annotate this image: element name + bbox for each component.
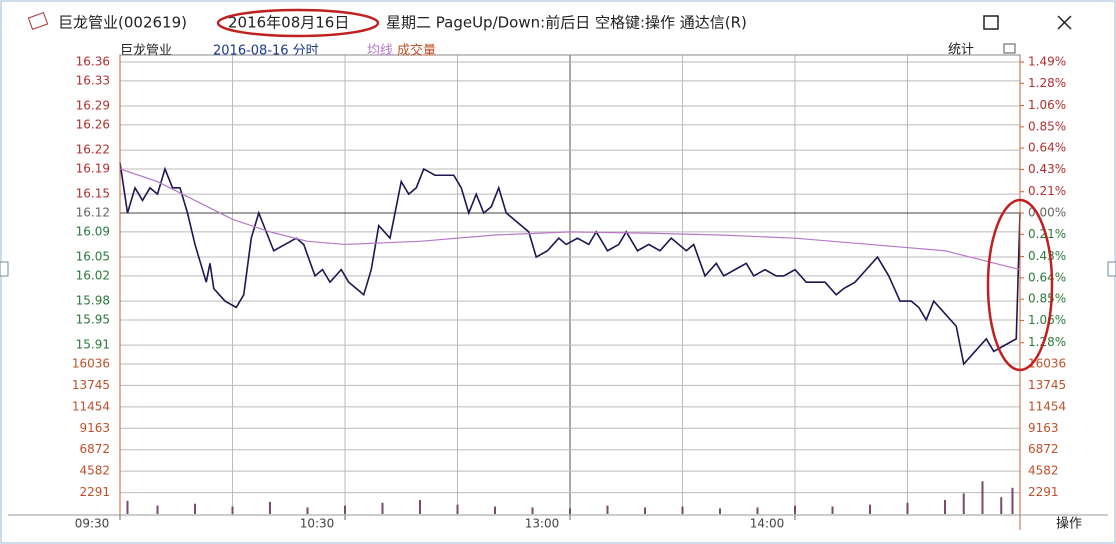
y-tick-label: 16.15 xyxy=(76,187,110,201)
title-stock: 巨龙管业(002619) xyxy=(58,14,187,32)
y-tick-label: 15.98 xyxy=(76,294,110,308)
volume-bar xyxy=(306,507,309,514)
resize-handle[interactable] xyxy=(0,261,9,277)
y-tick-label: 16.33 xyxy=(76,73,110,87)
y2-tick-label: 0.85% xyxy=(1028,292,1066,306)
volume-tick-label: 6872 xyxy=(1028,442,1059,456)
volume-bar xyxy=(231,506,234,514)
title-rest: 星期二 PageUp/Down:前后日 空格键:操作 通达信(R) xyxy=(386,14,747,32)
volume-bar xyxy=(569,508,571,514)
volume-tick-label: 6872 xyxy=(79,442,110,456)
stock-label: 巨龙管业 xyxy=(120,44,172,59)
y2-tick-label: 0.21% xyxy=(1028,184,1066,198)
volume-bar xyxy=(681,506,684,514)
y2-tick-label: 1.28% xyxy=(1028,76,1066,90)
x-tick-label: 13:00 xyxy=(525,517,560,531)
x-tick-label: 10:30 xyxy=(300,517,335,531)
volume-bar xyxy=(962,493,965,514)
volume-tick-label: 16036 xyxy=(1028,357,1066,371)
panel-button[interactable] xyxy=(1003,43,1016,54)
title-date: 2016年08月16日 xyxy=(228,14,349,32)
plot-area: 16.36 16.33 16.29 16.26 16.22 16.19 16.15 16.12… xyxy=(72,55,1066,531)
y-tick-label: 15.95 xyxy=(76,312,110,326)
volume-tick-label: 9163 xyxy=(79,421,110,435)
volume-bar xyxy=(456,504,459,514)
close-button[interactable] xyxy=(1057,15,1072,30)
volume-tick-label: 11454 xyxy=(72,399,110,413)
y2-tick-label: 0.64% xyxy=(1028,141,1066,155)
y-tick-label: 16.36 xyxy=(76,55,110,69)
y-tick-label: 16.22 xyxy=(76,143,110,157)
y-tick-label: 16.26 xyxy=(76,117,110,131)
volume-bar xyxy=(126,500,129,514)
volume-bar xyxy=(1011,487,1014,514)
y2-tick-label: 0.21% xyxy=(1028,227,1066,241)
legend-entry: 均线 xyxy=(367,44,393,59)
price-line xyxy=(119,162,1021,366)
volume-bar xyxy=(606,505,609,514)
x-tick-label: 09:30 xyxy=(75,517,110,531)
highlight-ellipse xyxy=(986,198,1054,372)
volume-tick-label: 2291 xyxy=(1028,485,1059,499)
volume-bar xyxy=(794,505,796,514)
y-tick-label: 16.09 xyxy=(76,224,110,238)
volume-tick-label: 13745 xyxy=(1028,378,1066,392)
volume-bar xyxy=(906,502,909,514)
volume-bar xyxy=(756,507,759,514)
volume-bar xyxy=(869,504,871,514)
y2-tick-label: 0.64% xyxy=(1028,270,1066,284)
highlight-ellipse xyxy=(216,8,380,38)
volume-bar xyxy=(831,506,834,514)
volume-bar xyxy=(531,507,534,514)
volume-bar xyxy=(981,481,984,514)
y2-tick-label: 1.06% xyxy=(1028,313,1066,327)
volume-bar xyxy=(344,505,346,514)
y-tick-label: 15.91 xyxy=(76,338,110,352)
volume-bar xyxy=(156,505,159,514)
volume-bar xyxy=(719,508,721,514)
y2-tick-label: 1.49% xyxy=(1028,55,1066,69)
legend-entry: 成交量 xyxy=(397,43,436,59)
date-label: 2016-08-16 分时 xyxy=(213,44,319,59)
volume-bar xyxy=(381,502,384,514)
stats-button[interactable]: 统计 xyxy=(948,43,974,58)
y-tick-label: 16.19 xyxy=(76,161,110,175)
y-tick-label: 16.02 xyxy=(76,268,110,282)
y2-tick-label: 0.43% xyxy=(1028,249,1066,263)
app-icon xyxy=(27,11,49,31)
y-tick-label: 16.29 xyxy=(76,99,110,113)
volume-tick-label: 2291 xyxy=(79,485,110,499)
volume-bar xyxy=(494,506,496,514)
price-line xyxy=(119,168,1021,271)
y-tick-label: 16.05 xyxy=(76,250,110,264)
y2-tick-label: 1.06% xyxy=(1028,98,1066,112)
volume-tick-label: 11454 xyxy=(1028,399,1066,413)
y2-tick-label: 1.28% xyxy=(1028,335,1066,349)
volume-bar xyxy=(944,499,946,514)
volume-bar xyxy=(194,503,196,514)
volume-tick-label: 4582 xyxy=(1028,464,1059,478)
volume-tick-label: 4582 xyxy=(79,464,110,478)
x-tick-label: 14:00 xyxy=(750,517,785,531)
volume-bar xyxy=(419,499,421,514)
volume-tick-label: 9163 xyxy=(1028,421,1059,435)
y-tick-label: 16.12 xyxy=(76,206,110,220)
y2-tick-label: 0.85% xyxy=(1028,119,1066,133)
action-button[interactable]: 操作 xyxy=(1056,516,1082,532)
maximize-button[interactable] xyxy=(983,15,999,30)
volume-bar xyxy=(1000,497,1003,514)
y2-tick-label: 0.43% xyxy=(1028,162,1066,176)
volume-tick-label: 16036 xyxy=(72,357,110,371)
volume-tick-label: 13745 xyxy=(72,378,110,392)
volume-bar xyxy=(644,507,646,514)
volume-bar xyxy=(269,501,271,514)
resize-handle[interactable] xyxy=(1107,261,1116,277)
